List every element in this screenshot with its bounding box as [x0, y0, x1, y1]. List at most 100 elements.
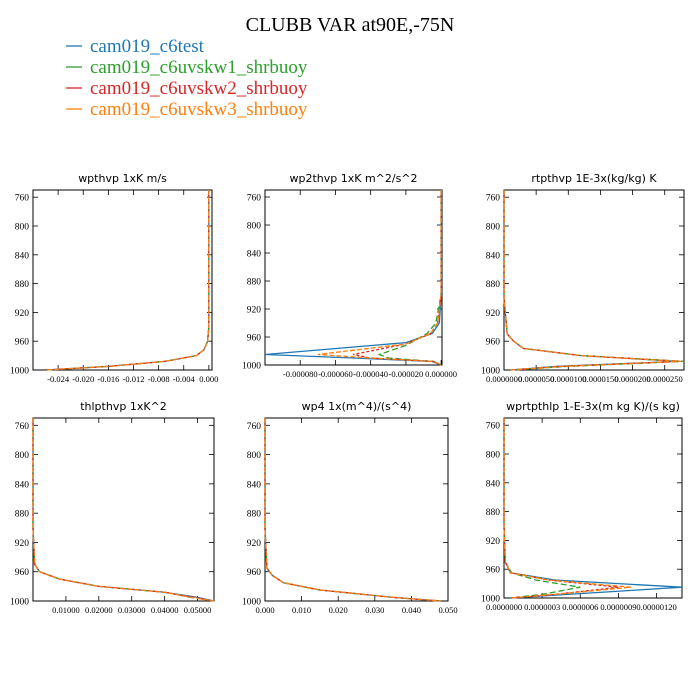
panel-6-ytick-label-1: 760 — [486, 422, 501, 432]
legend-entry-4: cam019_c6uvskw3_shrbuoy — [90, 99, 308, 120]
panel-1-series-3 — [45, 190, 210, 371]
panel-2-ytick-label-4: 880 — [247, 278, 262, 288]
panel-5-ytick-label-1: 760 — [247, 422, 262, 432]
panel-2-series-2 — [377, 190, 442, 366]
panel-6-ytick-label-3: 840 — [486, 479, 501, 489]
panel-2-xtick-label-1: -0.000080 — [283, 369, 318, 379]
panel-2-ytick-label-7: 1000 — [242, 362, 261, 372]
figure-title: CLUBB VAR at90E,-75N — [246, 14, 455, 36]
panel-5-ytick-label-2: 800 — [247, 451, 262, 461]
panel-2-series-4 — [317, 190, 442, 366]
panel-5-series-4 — [264, 418, 441, 602]
panel-3-xtick-label-4: 0.0000150 — [582, 374, 618, 384]
panel-2-ytick-label-5: 920 — [247, 306, 262, 316]
panel-1-xtick-label-2: -0.020 — [72, 374, 94, 384]
panel-6-xtick-label-2: 0.0000003 — [524, 602, 560, 612]
panel-4-xtick-label-3: 0.03000 — [118, 605, 146, 615]
legend-entry-2: cam019_c6uvskw1_shrbuoy — [90, 57, 308, 78]
panel-4-ytick-label-4: 880 — [15, 510, 30, 520]
panel-5-ytick-label-7: 1000 — [242, 598, 261, 608]
panel-1-ytick-label-4: 880 — [15, 280, 30, 290]
panel-2-xtick-label-5: 0.000000 — [425, 369, 457, 379]
panel-3-title: rtpthvp 1E-3x(kg/kg) K — [531, 172, 657, 185]
panel-5-series-2 — [264, 418, 441, 602]
panel-1-ytick-label-1: 760 — [15, 194, 30, 204]
panel-6-xtick-label-3: 0.0000006 — [562, 602, 598, 612]
panel-1-ytick-label-2: 800 — [15, 223, 30, 233]
panel-5-xtick-label-4: 0.030 — [365, 605, 384, 615]
panel-4-xtick-label-2: 0.02000 — [85, 605, 113, 615]
panel-4-title: thlpthvp 1xK^2 — [80, 400, 167, 413]
panel-1-series-1 — [45, 190, 210, 371]
panel-3-ytick-label-3: 840 — [486, 251, 501, 261]
panel-5-ytick-label-5: 920 — [247, 539, 262, 549]
panel-5-ytick-label-6: 960 — [247, 568, 262, 578]
panel-1-xtick-label-6: -0.004 — [173, 374, 196, 384]
panel-4-series-4 — [32, 418, 215, 602]
panel-1-series-2 — [45, 190, 210, 371]
panel-1-xtick-label-1: -0.024 — [47, 374, 70, 384]
panel-2-series-1 — [264, 190, 442, 366]
panel-3-ytick-label-2: 800 — [486, 223, 501, 233]
panel-4-ytick-label-7: 1000 — [10, 598, 29, 608]
panel-3-ytick-label-5: 920 — [486, 309, 501, 319]
panel-6-ytick-label-7: 1000 — [481, 595, 500, 605]
panel-2-ytick-label-6: 960 — [247, 334, 262, 344]
panel-5-xtick-label-5: 0.040 — [402, 605, 421, 615]
panel-3-ytick-label-6: 960 — [486, 338, 501, 348]
panel-1-title: wpthvp 1xK m/s — [78, 172, 167, 185]
panel-5-xtick-label-3: 0.020 — [329, 605, 348, 615]
panel-5-series-1 — [264, 418, 441, 602]
panel-6-series-2 — [503, 418, 581, 599]
panel-2-frame — [264, 189, 443, 366]
panel-2-xtick-label-4: -0.000020 — [389, 369, 424, 379]
panel-2-xtick-label-2: -0.000060 — [318, 369, 353, 379]
panel-2-title: wp2thvp 1xK m^2/s^2 — [289, 172, 417, 185]
panel-1-frame — [32, 189, 213, 371]
panel-1-ytick-label-6: 960 — [15, 338, 30, 348]
panel-1-ytick-label-3: 840 — [15, 251, 30, 261]
panel-4-ytick-label-5: 920 — [15, 539, 30, 549]
panel-2-ytick-label-3: 840 — [247, 250, 262, 260]
panel-5-ytick-label-4: 880 — [247, 510, 262, 520]
panel-3-ytick-label-4: 880 — [486, 280, 501, 290]
panel-1-xtick-label-3: -0.016 — [97, 374, 119, 384]
panel-4-frame — [32, 417, 215, 602]
panel-6-xtick-label-5: 0.00000120 — [636, 602, 676, 612]
panel-2-xtick-label-3: -0.000040 — [353, 369, 388, 379]
panel-3-series-4 — [503, 190, 681, 371]
panel-4-xtick-label-5: 0.05000 — [184, 605, 212, 615]
panel-2-ytick-label-1: 760 — [247, 194, 262, 204]
panel-6-xtick-label-1: 0.0000000 — [486, 602, 522, 612]
panel-4-ytick-label-3: 840 — [15, 480, 30, 490]
panel-3-ytick-label-1: 760 — [486, 194, 501, 204]
panel-6-xtick-label-4: 0.0000009 — [600, 602, 636, 612]
panel-1-ytick-label-7: 1000 — [10, 367, 29, 377]
panel-4-xtick-label-4: 0.04000 — [151, 605, 179, 615]
panel-3-xtick-label-1: 0.0000000 — [486, 374, 522, 384]
panel-2-ytick-label-2: 800 — [247, 222, 262, 232]
legend-entry-1: cam019_c6test — [90, 36, 205, 57]
panel-5-title: wp4 1x(m^4)/(s^4) — [302, 400, 412, 413]
panel-3-ytick-label-7: 1000 — [481, 367, 500, 377]
panel-1-ytick-label-5: 920 — [15, 309, 30, 319]
panel-3-xtick-label-3: 0.0000100 — [550, 374, 586, 384]
panel-6-ytick-label-6: 960 — [486, 566, 501, 576]
panel-1-series-4 — [45, 190, 210, 371]
panel-6-ytick-label-2: 800 — [486, 451, 501, 461]
panel-6-series-3 — [503, 418, 619, 599]
panel-6-series-4 — [503, 418, 632, 599]
panel-4-series-1 — [32, 418, 215, 602]
panel-1-xtick-label-4: -0.012 — [123, 374, 145, 384]
panel-3-series-1 — [503, 190, 678, 371]
panel-3-series-2 — [503, 190, 685, 371]
panel-6-ytick-label-5: 920 — [486, 537, 501, 547]
panel-5-xtick-label-2: 0.010 — [292, 605, 311, 615]
panel-3-xtick-label-5: 0.0000200 — [615, 374, 651, 384]
panel-6-ytick-label-4: 880 — [486, 508, 501, 518]
panel-4-ytick-label-1: 760 — [15, 422, 30, 432]
panel-6-series-1 — [503, 418, 683, 599]
panel-3-xtick-label-6: 0.0000250 — [647, 374, 683, 384]
panel-3-frame — [503, 189, 685, 371]
